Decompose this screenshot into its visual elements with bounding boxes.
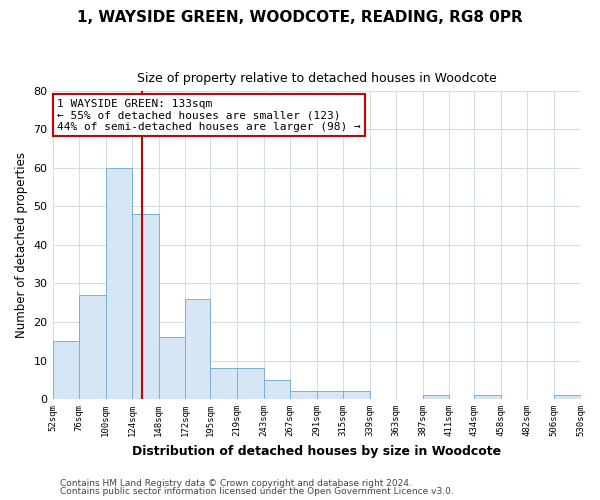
Bar — [343, 392, 370, 399]
Bar — [158, 338, 185, 399]
Bar — [237, 368, 263, 399]
Bar — [317, 392, 343, 399]
Text: Contains public sector information licensed under the Open Government Licence v3: Contains public sector information licen… — [60, 487, 454, 496]
Text: Contains HM Land Registry data © Crown copyright and database right 2024.: Contains HM Land Registry data © Crown c… — [60, 478, 412, 488]
Bar — [475, 395, 501, 399]
Bar — [290, 392, 317, 399]
Title: Size of property relative to detached houses in Woodcote: Size of property relative to detached ho… — [137, 72, 496, 86]
Bar — [554, 395, 581, 399]
Bar — [422, 395, 449, 399]
Bar — [79, 295, 106, 399]
Bar — [185, 299, 211, 399]
Bar — [263, 380, 290, 399]
Bar — [53, 342, 79, 399]
Text: 1 WAYSIDE GREEN: 133sqm
← 55% of detached houses are smaller (123)
44% of semi-d: 1 WAYSIDE GREEN: 133sqm ← 55% of detache… — [57, 98, 361, 132]
Bar — [106, 168, 132, 399]
Bar — [132, 214, 158, 399]
Y-axis label: Number of detached properties: Number of detached properties — [15, 152, 28, 338]
X-axis label: Distribution of detached houses by size in Woodcote: Distribution of detached houses by size … — [132, 444, 501, 458]
Text: 1, WAYSIDE GREEN, WOODCOTE, READING, RG8 0PR: 1, WAYSIDE GREEN, WOODCOTE, READING, RG8… — [77, 10, 523, 25]
Bar — [211, 368, 237, 399]
